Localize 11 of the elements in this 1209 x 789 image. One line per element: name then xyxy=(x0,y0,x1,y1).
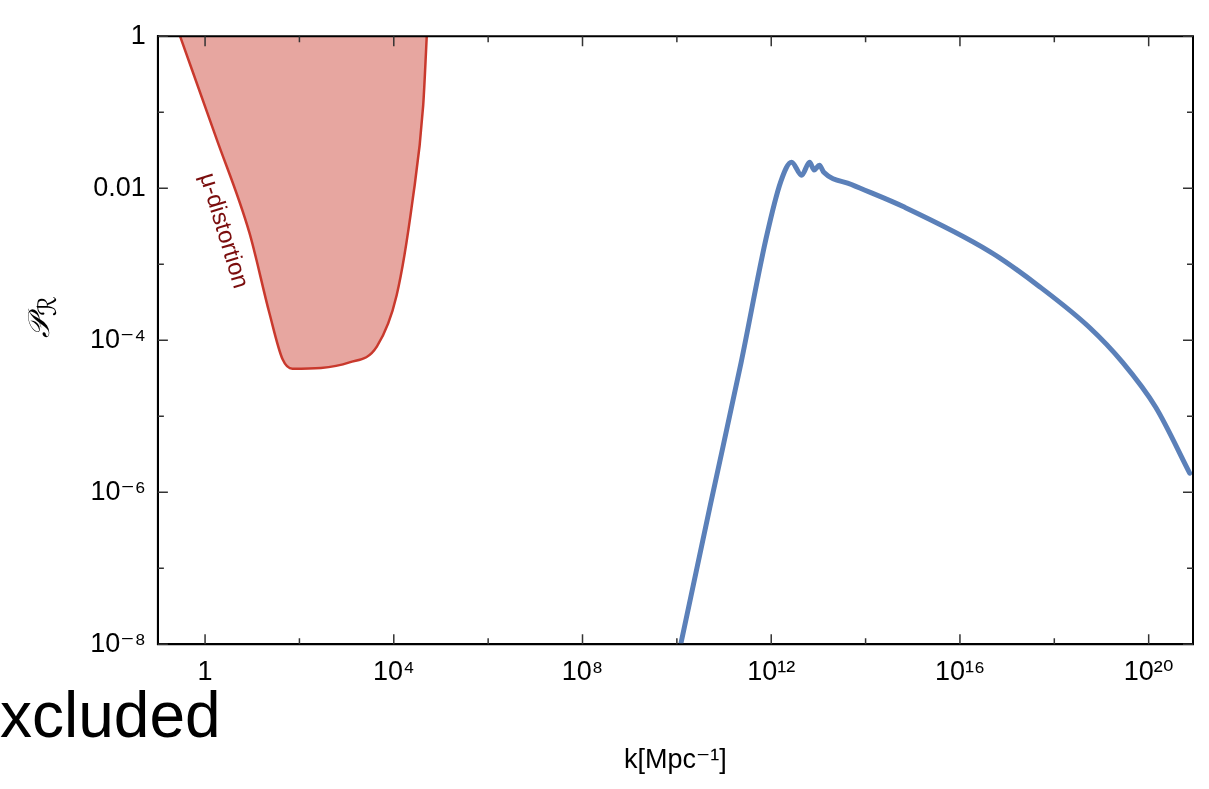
y-tick-label: 10⁻⁴ xyxy=(89,323,146,354)
x-tick-label: 10¹² xyxy=(747,655,796,686)
y-tick-label: 10⁻⁸ xyxy=(90,627,146,658)
x-axis-title: k[Mpc⁻¹] xyxy=(624,744,727,775)
x-tick-label: 10⁴ xyxy=(372,655,415,686)
x-tick-label: 10⁸ xyxy=(561,655,604,686)
y-tick-label: 0.01 xyxy=(93,171,146,202)
y-tick-label: 10⁻⁶ xyxy=(90,475,146,506)
x-tick-label: 10²⁰ xyxy=(1123,655,1174,686)
x-tick-label: 10¹⁶ xyxy=(934,655,986,686)
y-tick-label: 1 xyxy=(130,19,146,50)
